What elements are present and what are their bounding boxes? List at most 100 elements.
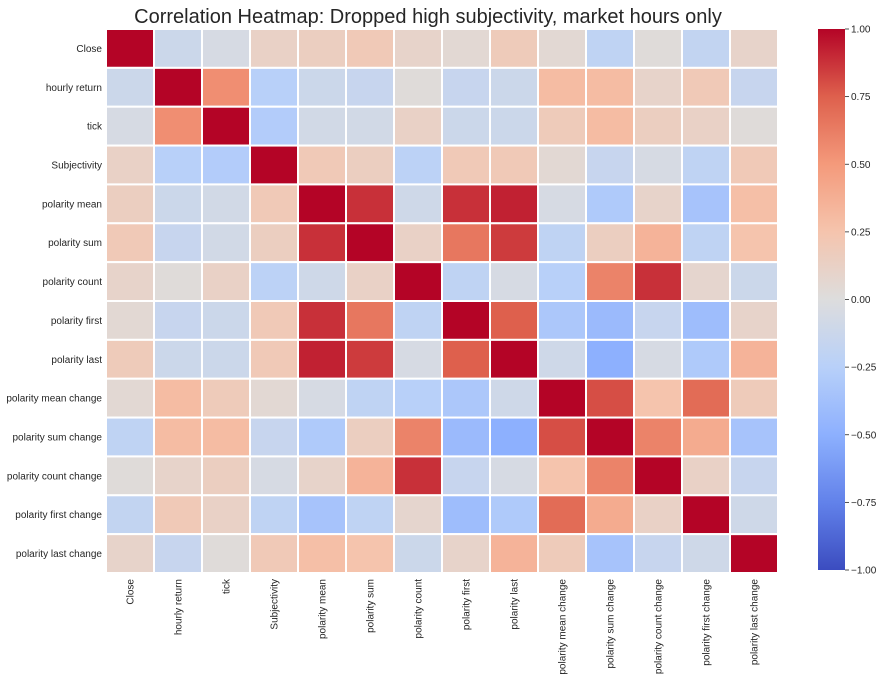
heatmap-cell bbox=[297, 105, 347, 147]
heatmap-cell bbox=[441, 377, 491, 419]
column-label: Subjectivity bbox=[270, 579, 281, 630]
heatmap-cell bbox=[537, 66, 587, 108]
row-label: polarity count bbox=[43, 277, 103, 288]
heatmap-cell bbox=[489, 377, 539, 419]
heatmap-cell bbox=[201, 377, 251, 419]
heatmap-cell bbox=[297, 28, 347, 69]
heatmap-cell bbox=[585, 105, 635, 147]
heatmap-cell bbox=[633, 105, 683, 147]
heatmap-cell bbox=[249, 377, 299, 419]
heatmap-cell bbox=[297, 144, 347, 186]
heatmap-cell bbox=[153, 377, 203, 419]
heatmap-cell bbox=[441, 183, 491, 225]
heatmap-cell bbox=[105, 416, 155, 458]
heatmap-cell bbox=[201, 261, 251, 302]
column-label: hourly return bbox=[174, 579, 185, 635]
heatmap-cell bbox=[297, 66, 347, 108]
heatmap-cell bbox=[681, 494, 731, 536]
heatmap-cell bbox=[105, 533, 155, 575]
heatmap-cell bbox=[537, 144, 587, 186]
heatmap-cell bbox=[681, 183, 731, 225]
heatmap-cell bbox=[489, 261, 539, 302]
heatmap-cell bbox=[729, 300, 779, 341]
heatmap-cell bbox=[297, 377, 347, 419]
heatmap-cell bbox=[729, 377, 779, 419]
heatmap-cell bbox=[153, 222, 203, 264]
heatmap-cell bbox=[201, 494, 251, 536]
heatmap-cell bbox=[489, 144, 539, 186]
row-labels: Close hourly return tick Subjectivity polari… bbox=[6, 44, 103, 560]
heatmap-cell bbox=[633, 338, 683, 380]
heatmap-cell bbox=[345, 416, 395, 458]
heatmap-cell bbox=[249, 455, 299, 497]
heatmap-cell bbox=[441, 144, 491, 186]
heatmap-cell bbox=[633, 300, 683, 341]
heatmap-cell bbox=[201, 28, 251, 69]
heatmap-cell bbox=[297, 533, 347, 575]
row-label: polarity first bbox=[51, 316, 102, 327]
colorbar-tick-label: 0.25 bbox=[851, 227, 871, 238]
heatmap-cell bbox=[153, 416, 203, 458]
colorbar-tick-label: 1.00 bbox=[851, 25, 871, 36]
heatmap-cell bbox=[249, 105, 299, 147]
heatmap-cell bbox=[537, 455, 587, 497]
heatmap-cell bbox=[153, 300, 203, 341]
heatmap-cell bbox=[249, 533, 299, 575]
heatmap-cell bbox=[585, 377, 635, 419]
heatmap-cell bbox=[345, 222, 395, 264]
heatmap-cell bbox=[729, 455, 779, 497]
heatmap-cell bbox=[345, 338, 395, 380]
heatmap-cell bbox=[729, 183, 779, 225]
heatmap-cell bbox=[105, 183, 155, 225]
heatmap-cell bbox=[201, 455, 251, 497]
heatmap-cell bbox=[489, 28, 539, 69]
chart-title: Correlation Heatmap: Dropped high subjec… bbox=[134, 6, 722, 28]
heatmap-cell bbox=[537, 28, 587, 69]
heatmap-cell bbox=[297, 416, 347, 458]
heatmap-cell bbox=[633, 533, 683, 575]
heatmap-cell bbox=[153, 533, 203, 575]
colorbar-tick-label: −1.00 bbox=[851, 566, 877, 577]
heatmap-cell bbox=[489, 183, 539, 225]
heatmap-cell bbox=[489, 105, 539, 147]
heatmap-cell bbox=[105, 300, 155, 341]
heatmap-cell bbox=[537, 300, 587, 341]
heatmap-cell bbox=[633, 416, 683, 458]
heatmap-cell bbox=[585, 144, 635, 186]
heatmap-cell bbox=[153, 261, 203, 302]
heatmap-cell bbox=[393, 416, 443, 458]
heatmap-cell bbox=[729, 144, 779, 186]
heatmap-cell bbox=[537, 494, 587, 536]
heatmap-cell bbox=[297, 300, 347, 341]
column-label: polarity mean bbox=[318, 579, 329, 639]
heatmap-cell bbox=[201, 183, 251, 225]
row-label: Subjectivity bbox=[51, 161, 102, 172]
heatmap-cells bbox=[105, 28, 779, 575]
column-label: polarity mean change bbox=[558, 579, 569, 675]
heatmap-cell bbox=[345, 300, 395, 341]
heatmap-cell bbox=[489, 338, 539, 380]
column-label: polarity count change bbox=[654, 579, 665, 675]
heatmap-cell bbox=[297, 183, 347, 225]
heatmap-cell bbox=[105, 28, 155, 69]
heatmap-cell bbox=[681, 533, 731, 575]
heatmap-cell bbox=[681, 105, 731, 147]
heatmap-cell bbox=[633, 183, 683, 225]
heatmap-cell bbox=[489, 66, 539, 108]
heatmap-cell bbox=[393, 28, 443, 69]
heatmap-cell bbox=[729, 261, 779, 302]
heatmap-cell bbox=[345, 28, 395, 69]
heatmap-cell bbox=[681, 222, 731, 264]
heatmap-cell bbox=[681, 455, 731, 497]
heatmap-cell bbox=[201, 105, 251, 147]
column-label: polarity first bbox=[462, 579, 473, 630]
heatmap-cell bbox=[201, 416, 251, 458]
heatmap-cell bbox=[729, 533, 779, 575]
heatmap-cell bbox=[345, 66, 395, 108]
heatmap-cell bbox=[249, 66, 299, 108]
heatmap-cell bbox=[585, 533, 635, 575]
heatmap-cell bbox=[681, 377, 731, 419]
heatmap-cell bbox=[249, 416, 299, 458]
